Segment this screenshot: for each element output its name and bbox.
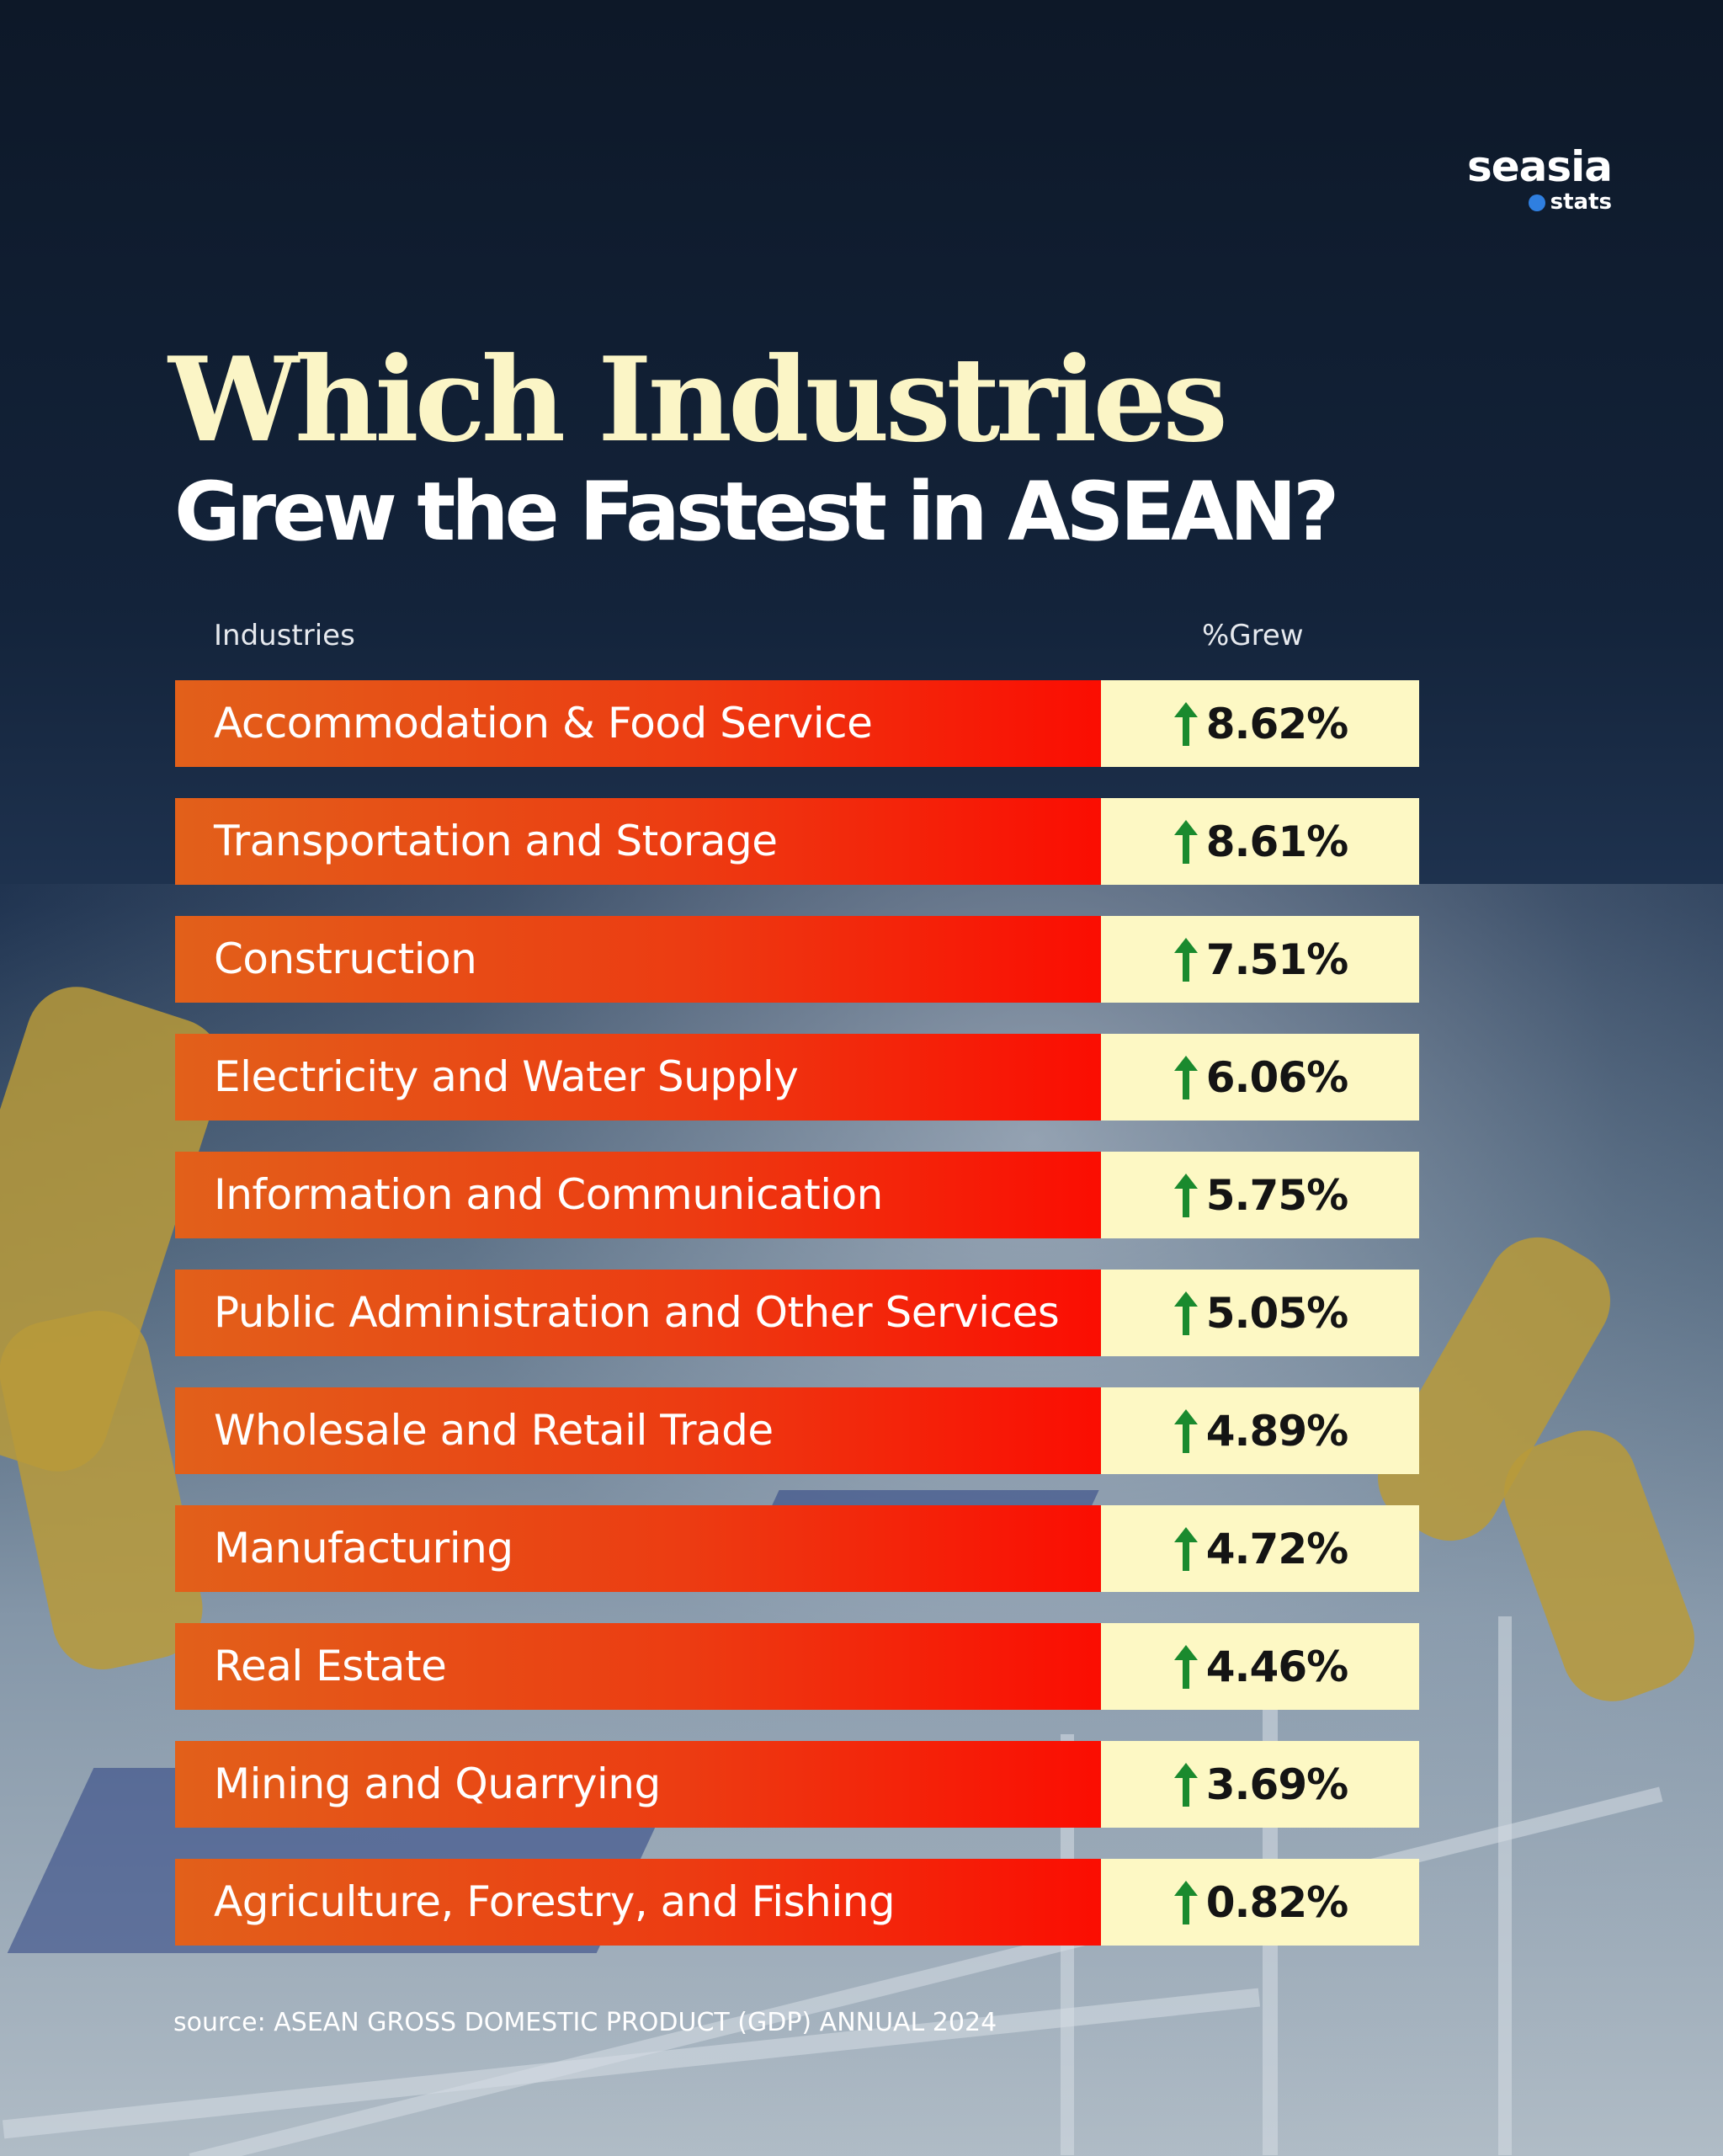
growth-value-cell: 7.51%	[1101, 916, 1419, 1003]
growth-value: 4.89%	[1205, 1406, 1348, 1456]
brand-name: seasia	[1466, 142, 1613, 191]
industry-name: Electricity and Water Supply	[175, 1034, 1101, 1121]
growth-value: 8.62%	[1205, 699, 1348, 748]
table-row: Electricity and Water Supply 6.06%	[175, 1034, 1419, 1121]
brand-sub-label: stats	[1550, 189, 1612, 215]
arrow-up-icon	[1173, 1644, 1198, 1689]
table-row: Mining and Quarrying 3.69%	[175, 1741, 1419, 1828]
industry-name: Accommodation & Food Service	[175, 680, 1101, 767]
arrow-up-icon	[1173, 819, 1198, 864]
table-row: Manufacturing 4.72%	[175, 1505, 1419, 1592]
industry-name: Transportation and Storage	[175, 798, 1101, 885]
page-subtitle: Grew the Fastest in ASEAN?	[174, 465, 1339, 559]
growth-value-cell: 8.62%	[1101, 680, 1419, 767]
table-row: Information and Communication 5.75%	[175, 1152, 1419, 1238]
growth-value: 0.82%	[1205, 1877, 1348, 1927]
growth-value-cell: 6.06%	[1101, 1034, 1419, 1121]
arrow-up-icon	[1173, 1291, 1198, 1335]
arrow-up-icon	[1173, 1055, 1198, 1099]
column-header-industries: Industries	[214, 619, 355, 652]
industry-name: Public Administration and Other Services	[175, 1270, 1101, 1356]
growth-value: 3.69%	[1205, 1759, 1348, 1809]
growth-value-cell: 8.61%	[1101, 798, 1419, 885]
table-row: Public Administration and Other Services…	[175, 1270, 1419, 1356]
arrow-up-icon	[1173, 1762, 1198, 1807]
growth-value: 4.72%	[1205, 1524, 1348, 1573]
industry-name: Construction	[175, 916, 1101, 1003]
industry-name: Real Estate	[175, 1623, 1101, 1710]
arrow-up-icon	[1173, 1408, 1198, 1453]
growth-value: 6.06%	[1205, 1052, 1348, 1102]
source-note: source: ASEAN GROSS DOMESTIC PRODUCT (GD…	[173, 2008, 997, 2037]
industry-name: Manufacturing	[175, 1505, 1101, 1592]
growth-value-cell: 0.82%	[1101, 1859, 1419, 1946]
table-row: Agriculture, Forestry, and Fishing 0.82%	[175, 1859, 1419, 1946]
industry-name: Information and Communication	[175, 1152, 1101, 1238]
growth-value: 8.61%	[1205, 817, 1348, 866]
table-row: Real Estate 4.46%	[175, 1623, 1419, 1710]
page-title: Which Industries	[168, 331, 1228, 468]
arrow-up-icon	[1173, 1880, 1198, 1924]
growth-value-cell: 4.72%	[1101, 1505, 1419, 1592]
growth-value-cell: 5.05%	[1101, 1270, 1419, 1356]
industry-name: Wholesale and Retail Trade	[175, 1387, 1101, 1474]
growth-value: 5.75%	[1205, 1170, 1348, 1220]
arrow-up-icon	[1173, 1526, 1198, 1571]
growth-value: 7.51%	[1205, 934, 1348, 984]
table-row: Transportation and Storage 8.61%	[175, 798, 1419, 885]
industry-name: Agriculture, Forestry, and Fishing	[175, 1859, 1101, 1946]
arrow-up-icon	[1173, 701, 1198, 746]
table-row: Accommodation & Food Service 8.62%	[175, 680, 1419, 767]
industry-name: Mining and Quarrying	[175, 1741, 1101, 1828]
growth-value-cell: 4.89%	[1101, 1387, 1419, 1474]
arrow-up-icon	[1173, 1173, 1198, 1217]
growth-value-cell: 4.46%	[1101, 1623, 1419, 1710]
brand-logo: seasia stats	[1466, 142, 1613, 214]
table-row: Construction 7.51%	[175, 916, 1419, 1003]
brand-sub: stats	[1467, 190, 1612, 214]
growth-value-cell: 5.75%	[1101, 1152, 1419, 1238]
column-header-pct: %Grew	[1202, 619, 1304, 652]
growth-value: 5.05%	[1205, 1288, 1348, 1338]
table-row: Wholesale and Retail Trade 4.89%	[175, 1387, 1419, 1474]
growth-value: 4.46%	[1205, 1642, 1348, 1691]
globe-icon	[1528, 194, 1545, 211]
growth-value-cell: 3.69%	[1101, 1741, 1419, 1828]
arrow-up-icon	[1173, 937, 1198, 982]
